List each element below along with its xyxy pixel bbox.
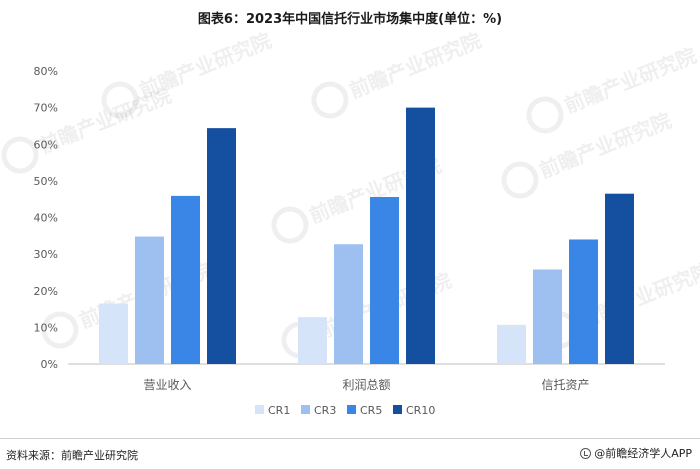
x-tick-label: 信托资产 [541, 378, 589, 392]
legend-label-cr1: CR1 [268, 404, 290, 417]
bar-cr3-0 [135, 236, 164, 364]
legend-swatch-cr1 [255, 405, 264, 414]
brand-label: @前瞻经济学人APP [594, 447, 692, 460]
y-tick-label: 40% [34, 212, 58, 225]
watermark-ring [311, 81, 349, 119]
bar-cr5-0 [171, 195, 200, 364]
legend-swatch-cr3 [301, 405, 310, 414]
bar-cr5-2 [569, 239, 598, 364]
watermark-ring [101, 81, 139, 119]
x-tick-label: 利润总额 [342, 378, 390, 392]
legend-label-cr10: CR10 [406, 404, 435, 417]
y-tick-label: 30% [34, 248, 58, 261]
watermark-ring [501, 161, 539, 199]
watermark-text: 前瞻产业研究院 [346, 28, 485, 103]
bar-cr3-2 [533, 269, 562, 364]
bar-cr10-0 [207, 128, 236, 364]
bar-cr1-2 [497, 324, 526, 364]
legend-swatch-cr10 [393, 405, 402, 414]
y-tick-label: 60% [34, 138, 58, 151]
watermark-ring [526, 96, 564, 134]
bar-cr1-1 [298, 317, 327, 364]
watermark-ring [1, 136, 39, 174]
y-tick-label: 20% [34, 285, 58, 298]
bar-cr10-2 [605, 193, 634, 364]
watermark-logo: 前瞻产业研究院 [311, 28, 485, 119]
y-tick-label: 10% [34, 321, 58, 334]
bar-cr5-1 [370, 196, 399, 364]
bar-cr10-1 [406, 107, 435, 364]
watermark-ring [271, 206, 309, 244]
brand-logo-icon [580, 447, 592, 459]
y-tick-label: 80% [34, 65, 58, 78]
y-tick-label: 0% [41, 358, 58, 371]
legend-label-cr5: CR5 [360, 404, 382, 417]
legend-swatch-cr5 [347, 405, 356, 414]
watermark-text: 前瞻产业研究院 [536, 108, 675, 183]
watermark-text: 前瞻产业研究院 [561, 43, 700, 118]
footer-divider [0, 438, 700, 439]
bar-cr1-0 [99, 303, 128, 364]
watermark-logo: 前瞻产业研究院 [526, 43, 700, 134]
watermark-logo: 前瞻产业研究院 [1, 83, 175, 174]
y-tick-label: 50% [34, 175, 58, 188]
x-tick-label: 营业收入 [143, 378, 191, 392]
watermark-logo: 前瞻产业研究院 [501, 108, 675, 199]
bar-cr3-1 [334, 244, 363, 364]
brand-credit: @前瞻经济学人APP [580, 445, 692, 461]
y-tick-label: 70% [34, 102, 58, 115]
watermark-ring [41, 311, 79, 349]
legend-label-cr3: CR3 [314, 404, 336, 417]
chart-title: 图表6：2023年中国信托行业市场集中度(单位：%) [197, 12, 503, 27]
source-note: 资料来源：前瞻产业研究院 [6, 449, 138, 462]
